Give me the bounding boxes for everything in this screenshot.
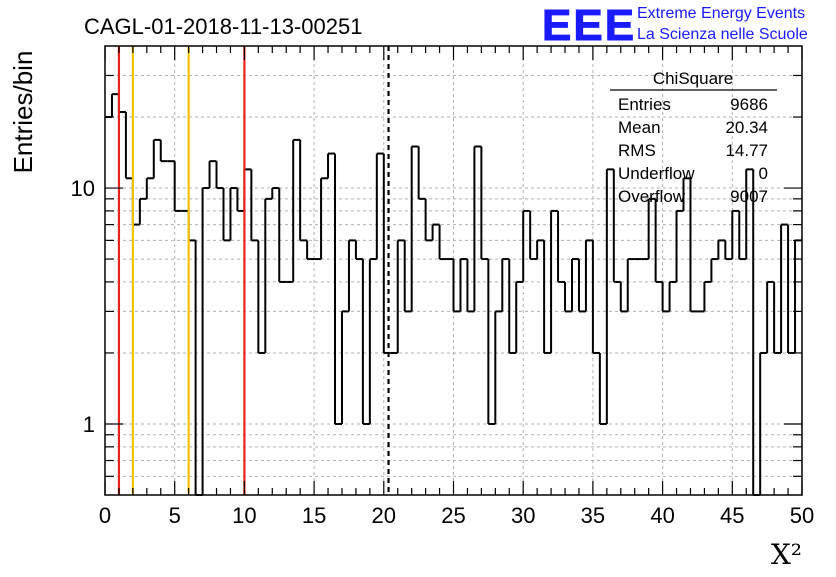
stats-label-underflow: Underflow [618,164,695,183]
stats-value-overflow: 9007 [730,187,768,206]
stats-label-mean: Mean [618,118,661,137]
stats-box: ChiSquare Entries 9686 Mean 20.34 RMS 14… [610,69,777,206]
chart-title: CAGL-01-2018-11-13-00251 [84,14,362,39]
x-tick-label: 40 [650,503,674,528]
logo-line-2: La Scienza nelle Scuole [637,26,808,43]
x-tick-label: 20 [372,503,396,528]
x-tick-label: 50 [790,503,814,528]
y-tick-label: 10 [71,176,95,201]
y-tick-label: 1 [83,412,95,437]
stats-label-entries: Entries [618,95,671,114]
x-tick-label: 35 [581,503,605,528]
x-axis-label: X² [771,538,802,571]
x-tick-label: 10 [232,503,256,528]
stats-value-underflow: 0 [759,164,768,183]
x-tick-label: 5 [169,503,181,528]
x-tick-label: 25 [441,503,465,528]
stats-value-entries: 9686 [730,95,768,114]
stats-label-rms: RMS [618,141,656,160]
axes-layer [104,45,803,496]
eee-logo-mark: EEE [542,1,636,50]
x-tick-label: 15 [302,503,326,528]
marker-lines-layer [117,46,390,495]
logo-line-1: Extreme Energy Events [637,5,805,22]
tick-labels-layer: 0 5 10 15 20 25 30 35 40 45 50 1 10 [71,176,815,528]
eee-logo: EEE Extreme Energy Events La Scienza nel… [542,1,808,51]
stats-value-mean: 20.34 [725,118,768,137]
y-axis-label: Entries/bin [8,51,38,174]
stats-value-rms: 14.77 [725,141,768,160]
stats-box-title: ChiSquare [653,69,733,88]
x-tick-label: 0 [99,503,111,528]
stats-label-overflow: Overflow [618,187,686,206]
x-tick-label: 30 [511,503,535,528]
x-tick-label: 45 [720,503,744,528]
